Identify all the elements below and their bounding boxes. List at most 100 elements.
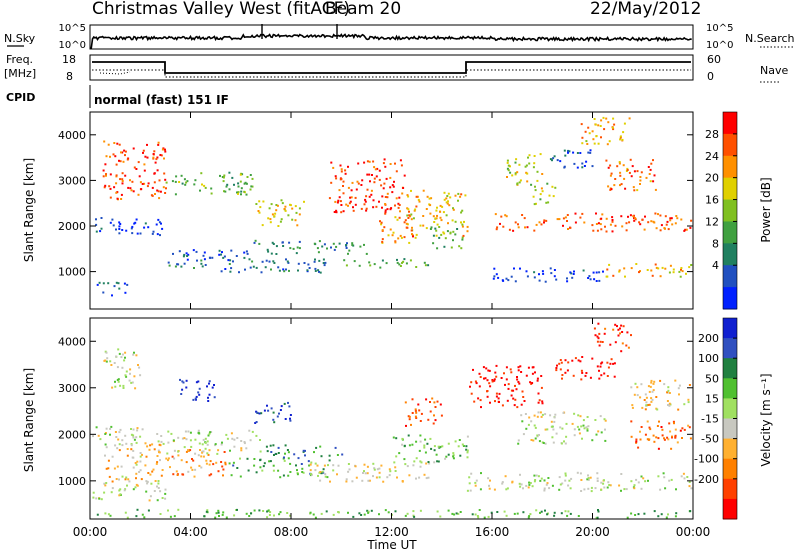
power-cell bbox=[384, 203, 387, 205]
power-cell bbox=[271, 241, 274, 244]
velocity-cell bbox=[207, 396, 209, 399]
velocity-cell bbox=[210, 473, 213, 476]
velocity-cell bbox=[681, 437, 683, 439]
velocity-cell bbox=[309, 463, 312, 466]
velocity-cell bbox=[133, 438, 136, 441]
velocity-cell bbox=[320, 455, 323, 458]
velocity-cell bbox=[328, 454, 331, 457]
velocity-cell bbox=[109, 360, 112, 363]
power-cell bbox=[385, 262, 388, 265]
velocity-cell bbox=[111, 487, 114, 490]
velocity-cell bbox=[212, 463, 215, 466]
velocity-cell bbox=[183, 446, 186, 449]
velocity-cell bbox=[670, 447, 673, 450]
velocity-cell bbox=[319, 445, 322, 448]
velocity-cell bbox=[554, 413, 557, 416]
velocity-cell bbox=[639, 430, 641, 433]
power-cell bbox=[447, 200, 449, 203]
velocity-cell bbox=[319, 479, 322, 482]
velocity-ylabel: Slant Range [km] bbox=[22, 368, 36, 472]
velocity-cell bbox=[120, 356, 123, 359]
power-cell bbox=[252, 265, 255, 268]
velocity-cell bbox=[580, 369, 583, 372]
power-cell bbox=[285, 258, 287, 261]
power-cell bbox=[492, 277, 495, 280]
power-cell bbox=[165, 181, 168, 184]
velocity-cell bbox=[104, 454, 106, 457]
power-cell bbox=[99, 230, 102, 233]
velocity-cell bbox=[433, 461, 436, 464]
power-cell bbox=[308, 267, 311, 269]
power-cell bbox=[567, 150, 570, 153]
velocity-cell bbox=[614, 341, 617, 344]
velocity-cell bbox=[215, 461, 218, 464]
power-cell bbox=[360, 184, 363, 186]
velocity-cell bbox=[501, 482, 504, 485]
power-cell bbox=[411, 233, 413, 236]
power-cell bbox=[534, 185, 536, 188]
velocity-cell bbox=[240, 449, 243, 452]
velocity-cell bbox=[516, 512, 519, 515]
velocity-cell bbox=[206, 509, 209, 512]
velocity-cell bbox=[622, 325, 625, 328]
power-cell bbox=[493, 267, 496, 270]
power-cell bbox=[109, 221, 112, 224]
velocity-cell bbox=[653, 440, 656, 443]
power-cell bbox=[579, 152, 582, 154]
power-cell bbox=[395, 197, 398, 200]
power-cell bbox=[418, 200, 421, 203]
power-cell bbox=[121, 229, 124, 231]
velocity-cell bbox=[417, 403, 420, 406]
power-cell bbox=[116, 197, 119, 200]
velocity-cell bbox=[539, 511, 541, 514]
power-cell bbox=[510, 275, 513, 278]
power-cell bbox=[115, 174, 118, 177]
power-cell bbox=[211, 256, 214, 259]
velocity-cell bbox=[668, 402, 671, 405]
power-cell bbox=[313, 242, 316, 245]
velocity-cell bbox=[412, 510, 415, 513]
power-cell bbox=[622, 164, 625, 167]
power-cell bbox=[399, 159, 402, 162]
power-cell bbox=[463, 220, 465, 223]
velocity-cell bbox=[132, 488, 135, 491]
velocity-cell bbox=[630, 386, 633, 389]
velocity-cell bbox=[534, 426, 537, 429]
power-cell bbox=[349, 196, 352, 199]
velocity-cell bbox=[247, 469, 250, 472]
velocity-cell bbox=[427, 476, 430, 479]
velocity-cell bbox=[387, 511, 390, 514]
velocity-cell bbox=[437, 460, 440, 463]
velocity-cell bbox=[586, 429, 589, 432]
velocity-cell bbox=[683, 477, 686, 480]
power-cell bbox=[124, 174, 127, 177]
velocity-cell bbox=[156, 499, 159, 502]
velocity-cell bbox=[674, 515, 677, 518]
power-cell bbox=[138, 175, 141, 178]
velocity-cell bbox=[262, 510, 265, 512]
velocity-cell bbox=[135, 354, 138, 357]
power-cell bbox=[162, 186, 165, 189]
power-cell bbox=[680, 267, 683, 269]
velocity-cell bbox=[616, 325, 618, 328]
power-cell bbox=[586, 143, 589, 145]
power-cell bbox=[237, 191, 240, 194]
velocity-cell bbox=[627, 346, 630, 349]
power-cell bbox=[517, 223, 519, 226]
power-cell bbox=[619, 174, 622, 177]
power-cell bbox=[157, 218, 160, 221]
power-cell bbox=[121, 182, 124, 185]
power-cell bbox=[679, 275, 682, 278]
power-cell bbox=[619, 138, 622, 141]
velocity-cell bbox=[651, 398, 654, 401]
velocity-cell bbox=[597, 322, 600, 325]
velocity-cell bbox=[179, 378, 181, 381]
velocity-cell bbox=[644, 433, 647, 436]
velocity-cell bbox=[577, 515, 580, 517]
velocity-cell bbox=[565, 435, 568, 438]
velocity-cell bbox=[345, 478, 348, 481]
velocity-cell bbox=[485, 367, 488, 370]
velocity-cell bbox=[516, 378, 519, 381]
velocity-cell bbox=[517, 442, 520, 445]
velocity-cell bbox=[600, 362, 603, 365]
